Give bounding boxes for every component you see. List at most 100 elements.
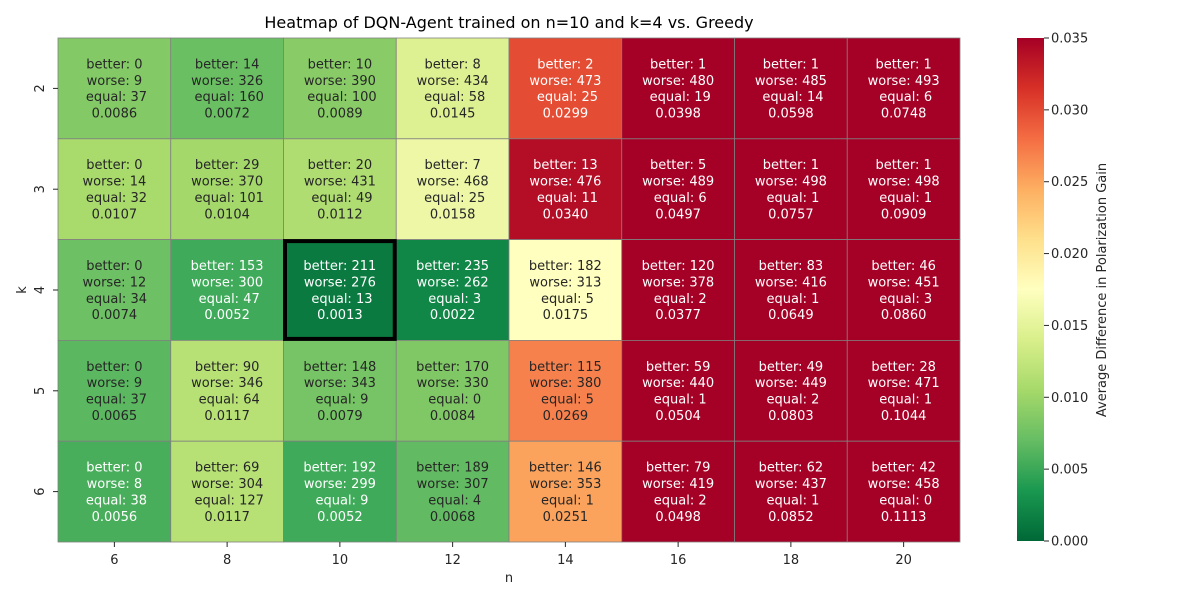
heatmap-cell	[57, 138, 172, 241]
cell-label-line: 0.1113	[881, 510, 927, 525]
cell-label: better: 49 worse: 449 equal: 2 0.0803	[755, 360, 827, 424]
heatmap-cell	[395, 339, 510, 442]
cell-label-line: better: 170	[416, 360, 489, 375]
cell-label-line: 0.0117	[204, 510, 250, 525]
cell-label-line: better: 1	[875, 158, 931, 173]
cell-label: better: 14 worse: 326 equal: 160 0.0072	[190, 57, 264, 121]
heatmap-cell	[170, 440, 284, 543]
cell-label: better: 83 worse: 416 equal: 1 0.0649	[755, 259, 827, 323]
cell-label-line: worse: 468	[417, 175, 489, 190]
cell-label-line: better: 28	[871, 360, 936, 375]
cell-label: better: 120 worse: 378 equal: 2 0.0377	[642, 259, 715, 323]
x-tick-label: 16	[670, 553, 687, 568]
cell-label-line: better: 2	[537, 57, 593, 72]
cell-label-line: worse: 8	[87, 477, 143, 492]
cell-label-line: worse: 437	[755, 477, 827, 492]
heatmap-cell	[170, 339, 284, 442]
cell-label-line: 0.0145	[430, 107, 476, 122]
heatmap-cell	[734, 239, 848, 341]
cell-label-line: worse: 419	[642, 477, 714, 492]
cell-label-line: better: 59	[646, 360, 711, 375]
cell-label-line: 0.0074	[92, 308, 138, 323]
heatmap-cell	[283, 239, 397, 341]
cell-label-line: 0.0497	[655, 207, 701, 222]
cell-label: better: 182 worse: 313 equal: 5 0.0175	[529, 259, 602, 323]
cell-label-line: better: 0	[86, 57, 142, 72]
x-tick-label: 10	[332, 553, 349, 568]
cell-label-line: equal: 32	[82, 191, 147, 206]
cell-label-line: 0.0175	[543, 308, 589, 323]
cell-label-line: 0.0084	[430, 409, 476, 424]
cell-label-line: better: 0	[86, 461, 142, 476]
cell-label-line: better: 14	[195, 57, 260, 72]
heatmap-cell	[846, 37, 961, 140]
cell-label-line: equal: 1	[875, 393, 932, 408]
cell-label-line: better: 79	[646, 461, 711, 476]
cell-label-line: worse: 449	[755, 376, 827, 391]
y-tick-label: 4	[33, 286, 48, 294]
cell-label-line: equal: 1	[650, 393, 707, 408]
cell-label-line: 0.0112	[317, 207, 363, 222]
cell-label: better: 28 worse: 471 equal: 1 0.1044	[868, 360, 940, 424]
cell-label-line: equal: 101	[190, 191, 264, 206]
cell-label-line: worse: 451	[868, 275, 940, 290]
cell-label: better: 2 worse: 473 equal: 25 0.0299	[529, 57, 601, 121]
cell-label: better: 146 worse: 353 equal: 1 0.0251	[529, 461, 602, 525]
cell-label-line: better: 1	[763, 158, 819, 173]
cell-label-line: equal: 160	[190, 90, 264, 105]
cell-label-line: equal: 34	[82, 292, 147, 307]
cell-label-line: worse: 9	[87, 74, 143, 89]
cell-label-line: 0.0056	[92, 510, 138, 525]
cell-label-line: equal: 1	[762, 493, 819, 508]
cell-label-line: equal: 14	[758, 90, 823, 105]
y-tick-label: 6	[33, 487, 48, 495]
colorbar-label: Average Difference in Polarization Gain	[1095, 163, 1110, 417]
cell-label-line: equal: 1	[762, 191, 819, 206]
y-axis: 2 3 4 5 6	[33, 84, 58, 496]
cell-label-line: better: 192	[303, 461, 376, 476]
cell-label-line: better: 120	[642, 259, 715, 274]
cell-label-line: 0.0068	[430, 510, 476, 525]
cell-label-line: worse: 326	[191, 74, 263, 89]
colorbar-tick-label: 0.010	[1051, 391, 1088, 406]
heatmap-cell	[734, 339, 848, 442]
cell-label-line: better: 1	[875, 57, 931, 72]
cell-label: better: 62 worse: 437 equal: 1 0.0852	[755, 461, 827, 525]
heatmap-cell	[508, 37, 623, 140]
cell-label-line: worse: 489	[642, 175, 714, 190]
cell-label-line: equal: 25	[420, 191, 485, 206]
cell-label-line: 0.0598	[768, 107, 814, 122]
colorbar-ticks: 0.000 0.005 0.010 0.015 0.020 0.025 0.030 0.035	[1044, 32, 1088, 550]
cell-label-line: better: 115	[529, 360, 602, 375]
cell-label: better: 5 worse: 489 equal: 6 0.0497	[642, 158, 714, 222]
cell-label: better: 13 worse: 476 equal: 11 0.0340	[529, 158, 601, 222]
cell-label-line: worse: 471	[868, 376, 940, 391]
cell-label-line: worse: 330	[417, 376, 489, 391]
cell-label-line: 0.0398	[655, 107, 701, 122]
cell-label: better: 192 worse: 299 equal: 9 0.0052	[303, 461, 376, 525]
cell-label: better: 148 worse: 343 equal: 9 0.0079	[303, 360, 376, 424]
heatmap-cell	[395, 138, 510, 241]
cell-label-line: 0.0498	[655, 510, 701, 525]
cell-label-line: 0.0072	[204, 107, 250, 122]
cell-label-line: better: 90	[195, 360, 260, 375]
heatmap-cell	[57, 239, 172, 341]
cell-label-line: equal: 1	[762, 292, 819, 307]
cell-label-line: 0.0909	[881, 207, 927, 222]
cell-label-line: better: 0	[86, 158, 142, 173]
cell-label: better: 0 worse: 14 equal: 32 0.0107	[82, 158, 147, 222]
cell-label-line: 0.0079	[317, 409, 363, 424]
cell-label: better: 153 worse: 300 equal: 47 0.0052	[191, 259, 264, 323]
cell-label-line: equal: 13	[307, 292, 372, 307]
cell-label-line: worse: 476	[529, 175, 601, 190]
cell-label: better: 1 worse: 493 equal: 6 0.0748	[868, 57, 940, 121]
cell-label-line: equal: 100	[303, 90, 377, 105]
heatmap-cell	[395, 440, 510, 543]
heatmap-cell	[170, 239, 284, 341]
heatmap-cell	[621, 440, 735, 543]
y-axis-label: k	[15, 286, 30, 294]
cell-label-line: worse: 485	[755, 74, 827, 89]
cell-label-line: equal: 2	[650, 493, 707, 508]
cell-label-line: 0.0158	[430, 207, 476, 222]
cell-label-line: worse: 14	[82, 175, 146, 190]
